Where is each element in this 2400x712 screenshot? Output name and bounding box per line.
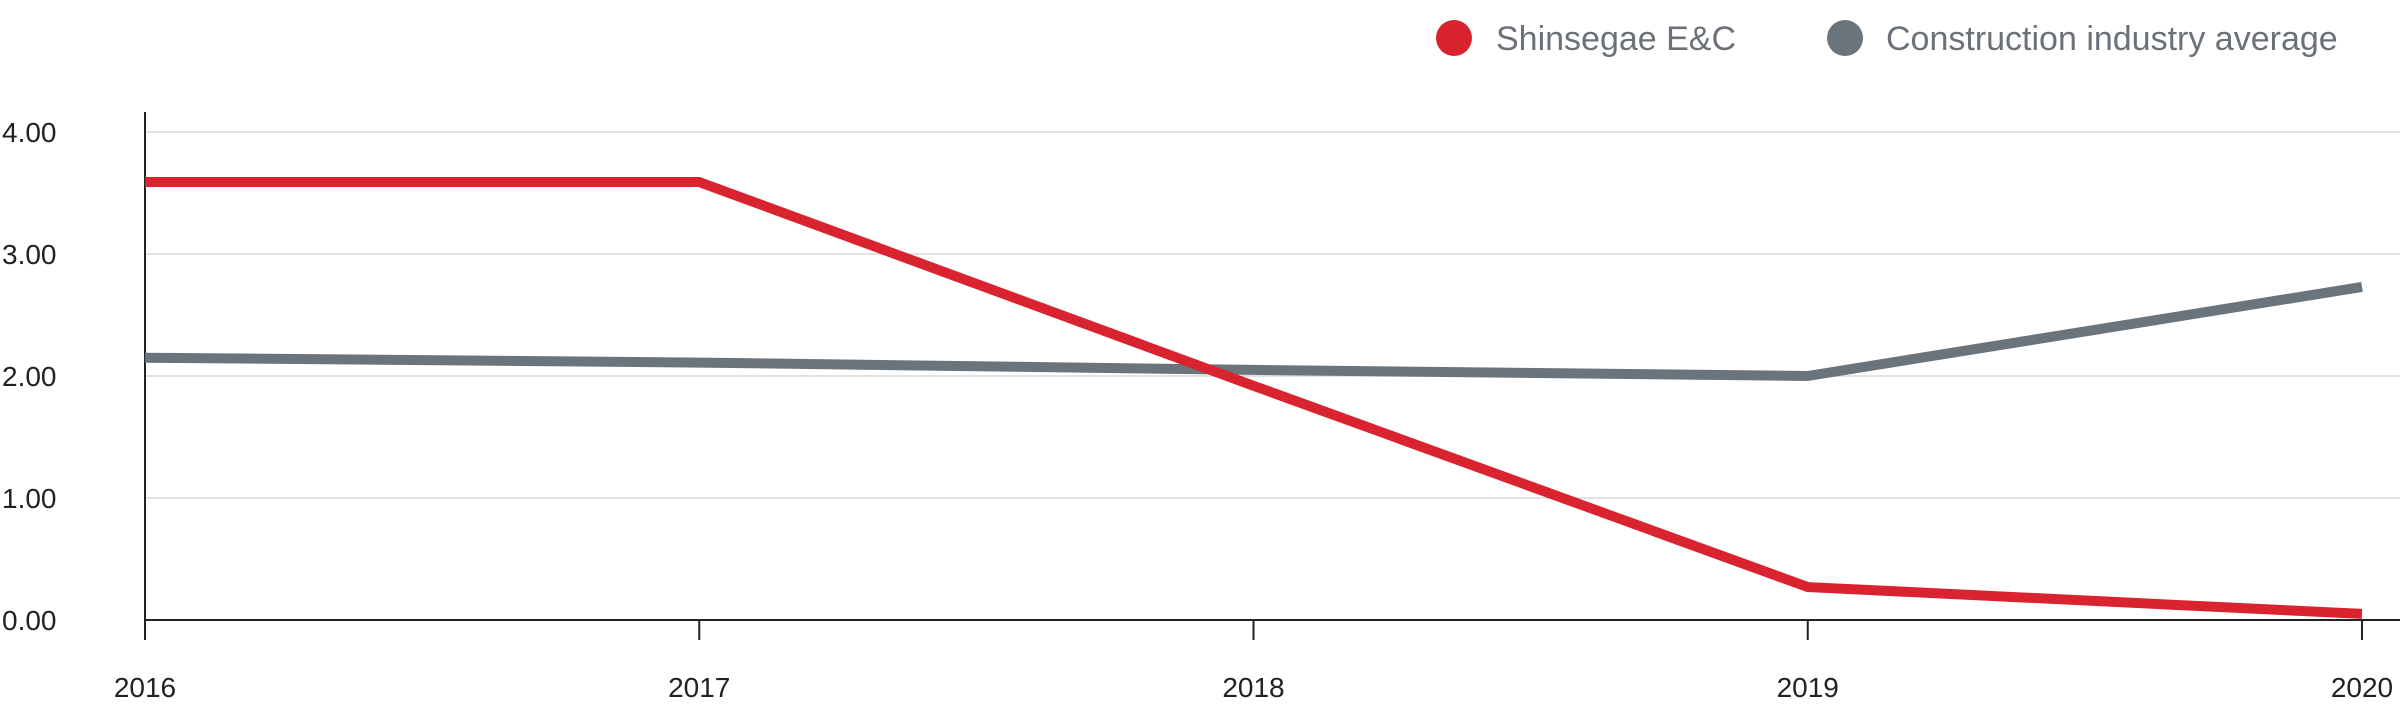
series-lines [144, 177, 2363, 619]
x-tick-label: 2017 [668, 672, 730, 703]
x-tick-label: 2020 [2331, 672, 2393, 703]
x-tick-label: 2019 [1777, 672, 1839, 703]
x-axis-ticks: 2016 2017 2018 2019 2020 [114, 620, 2393, 703]
series-line-shinsegae-e-c [145, 177, 2363, 619]
y-tick-label: 4.00 [2, 117, 57, 148]
y-tick-label: 0.00 [2, 605, 57, 636]
y-axis-ticks: 0.00 1.00 2.00 3.00 4.00 [2, 117, 57, 636]
x-tick-label: 2018 [1222, 672, 1284, 703]
y-tick-label: 1.00 [2, 483, 57, 514]
x-tick-label: 2016 [114, 672, 176, 703]
legend-marker-shinsegae-e-c [1436, 20, 1472, 56]
legend-marker-construction-industry-average [1827, 20, 1863, 56]
y-tick-label: 3.00 [2, 239, 57, 270]
y-tick-label: 2.00 [2, 361, 57, 392]
legend-label-shinsegae-e-c: Shinsegae E&C [1496, 20, 1736, 58]
legend: Shinsegae E&C Construction industry avera… [1436, 20, 2338, 58]
axes [144, 112, 2400, 640]
series-line-construction-industry-average [144, 282, 2363, 381]
gridlines [145, 131, 2400, 499]
legend-label-construction-industry-average: Construction industry average [1886, 20, 2338, 58]
